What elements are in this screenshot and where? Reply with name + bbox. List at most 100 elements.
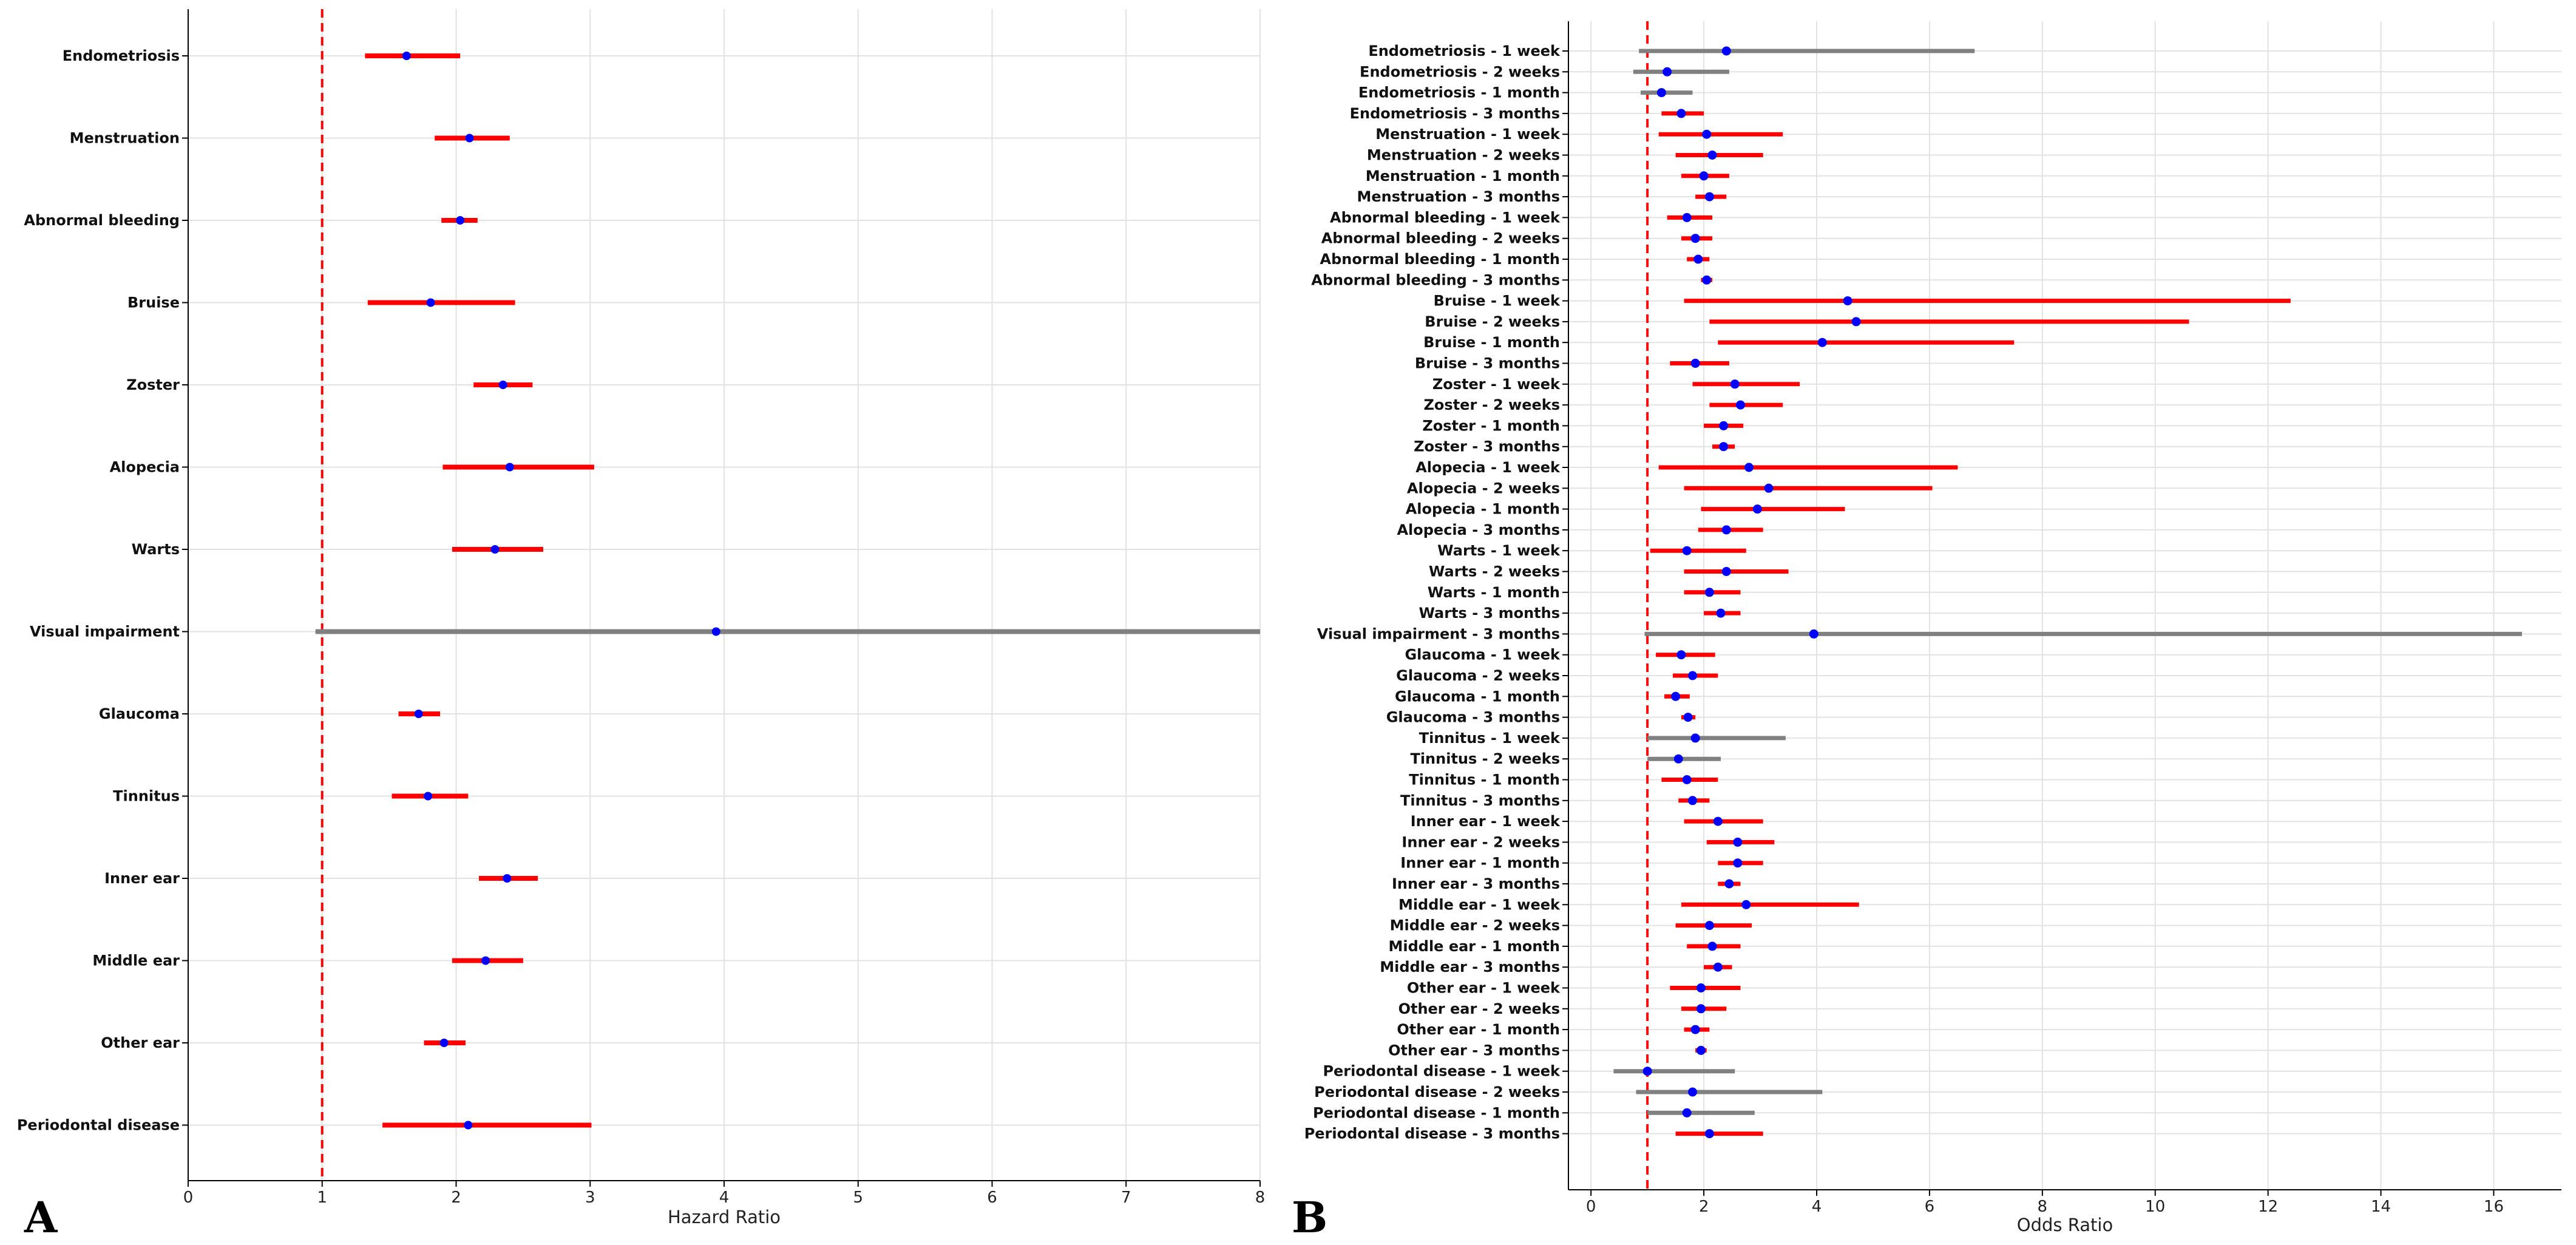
panel-a-x-ticks: 0 1 2 3 4 5 6 7 8	[183, 1181, 1265, 1207]
b-row-label-33: Tinnitus - 1 week	[1419, 730, 1561, 747]
b-row-label-5: Menstruation - 2 weeks	[1367, 147, 1560, 164]
b-estimate-point-1	[1663, 67, 1672, 76]
a-estimate-point-13	[464, 1121, 473, 1130]
b-row-label-24: Warts - 1 week	[1437, 542, 1561, 559]
b-estimate-point-17	[1736, 400, 1746, 410]
b-row-label-49: Periodontal disease - 1 week	[1323, 1063, 1561, 1080]
panel-a-letter: A	[24, 1192, 58, 1243]
panel-a-row-labels: Endometriosis Menstruation Abnormal bleedi…	[17, 47, 188, 1134]
a-row-label-2: Abnormal bleeding	[24, 212, 180, 229]
a-row-label-4: Zoster	[126, 376, 180, 393]
b-estimate-point-26	[1704, 588, 1714, 597]
b-row-label-7: Menstruation - 3 months	[1357, 188, 1560, 205]
a-row-label-3: Bruise	[127, 294, 180, 311]
a-row-label-8: Glaucoma	[99, 705, 180, 722]
a-estimate-point-2	[456, 216, 465, 225]
b-row-label-23: Alopecia - 3 months	[1397, 521, 1560, 538]
b-estimate-point-20	[1744, 463, 1754, 472]
b-estimate-point-23	[1721, 525, 1731, 535]
a-row-label-9: Tinnitus	[113, 788, 180, 805]
b-estimate-point-0	[1721, 46, 1731, 56]
b-estimate-point-45	[1696, 983, 1706, 992]
b-x-tick-label-6: 12	[2258, 1198, 2278, 1216]
b-estimate-point-37	[1713, 816, 1723, 826]
b-row-label-18: Zoster - 1 month	[1422, 417, 1560, 434]
b-row-label-0: Endometriosis - 1 week	[1368, 42, 1561, 59]
b-row-label-21: Alopecia - 2 weeks	[1407, 480, 1560, 497]
b-estimate-point-18	[1719, 421, 1729, 430]
a-row-label-13: Periodontal disease	[17, 1117, 180, 1134]
a-row-label-12: Other ear	[101, 1034, 180, 1051]
b-row-label-39: Inner ear - 1 month	[1400, 855, 1560, 872]
b-row-label-13: Bruise - 2 weeks	[1425, 313, 1560, 330]
a-estimate-point-7	[711, 627, 720, 636]
a-x-tick-label-6: 6	[987, 1189, 997, 1207]
b-estimate-point-16	[1730, 379, 1740, 389]
panel-a-data-marks	[315, 9, 1260, 1181]
b-row-label-2: Endometriosis - 1 month	[1358, 84, 1560, 101]
b-estimate-point-31	[1671, 691, 1681, 701]
a-row-label-10: Inner ear	[104, 870, 180, 887]
b-row-label-28: Visual impairment - 3 months	[1317, 625, 1560, 642]
a-estimate-point-4	[498, 381, 507, 389]
b-row-label-9: Abnormal bleeding - 2 weeks	[1321, 230, 1560, 247]
b-row-label-48: Other ear - 3 months	[1388, 1042, 1560, 1059]
a-x-tick-label-5: 5	[853, 1189, 863, 1207]
b-estimate-point-7	[1704, 192, 1714, 202]
a-x-tick-label-0: 0	[183, 1189, 194, 1207]
b-row-label-47: Other ear - 1 month	[1397, 1021, 1560, 1038]
b-row-label-16: Zoster - 1 week	[1432, 376, 1561, 393]
b-estimate-point-46	[1696, 1004, 1706, 1014]
b-row-label-22: Alopecia - 1 month	[1406, 501, 1560, 518]
b-estimate-point-30	[1688, 671, 1697, 680]
a-row-label-0: Endometriosis	[63, 47, 180, 64]
b-row-label-42: Middle ear - 2 weeks	[1390, 917, 1560, 934]
b-estimate-point-21	[1764, 483, 1774, 493]
a-estimate-point-6	[490, 545, 500, 554]
b-estimate-point-27	[1716, 608, 1726, 618]
b-row-label-35: Tinnitus - 1 month	[1409, 772, 1560, 789]
b-row-label-46: Other ear - 2 weeks	[1398, 1000, 1560, 1017]
panel-a-gridlines	[188, 9, 1261, 1181]
b-estimate-point-38	[1733, 837, 1743, 847]
b-estimate-point-10	[1693, 254, 1703, 264]
a-estimate-point-1	[465, 134, 474, 143]
b-estimate-point-2	[1656, 88, 1666, 98]
b-row-label-38: Inner ear - 2 weeks	[1402, 833, 1560, 850]
b-estimate-point-42	[1704, 921, 1714, 931]
b-row-label-45: Other ear - 1 week	[1407, 980, 1561, 997]
a-estimate-point-5	[505, 463, 514, 472]
a-estimate-point-9	[424, 792, 433, 801]
a-estimate-point-8	[414, 710, 423, 718]
b-row-label-31: Glaucoma - 1 month	[1395, 688, 1560, 705]
b-estimate-point-19	[1719, 442, 1729, 452]
b-x-tick-label-8: 16	[2484, 1198, 2504, 1216]
b-estimate-point-34	[1673, 754, 1683, 764]
b-row-label-19: Zoster - 3 months	[1414, 438, 1560, 455]
b-row-label-32: Glaucoma - 3 months	[1386, 709, 1560, 726]
b-row-label-6: Menstruation - 1 month	[1366, 168, 1560, 185]
b-row-label-20: Alopecia - 1 week	[1415, 459, 1561, 476]
b-x-tick-label-7: 14	[2371, 1198, 2391, 1216]
a-row-label-7: Visual impairment	[30, 623, 180, 640]
b-x-tick-label-4: 8	[2038, 1198, 2048, 1216]
panel-b-x-ticks: 0 2 4 6 8 10 12 14 16	[1586, 1190, 2504, 1216]
panel-a-hazard-ratio-forest-plot: Endometriosis Menstruation Abnormal bleedi…	[17, 9, 1265, 1243]
a-x-tick-label-1: 1	[317, 1189, 327, 1207]
b-row-label-27: Warts - 3 months	[1418, 605, 1560, 622]
b-row-label-4: Menstruation - 1 week	[1375, 126, 1561, 143]
b-row-label-34: Tinnitus - 2 weeks	[1410, 750, 1560, 767]
b-estimate-point-41	[1741, 900, 1751, 909]
b-estimate-point-36	[1688, 796, 1697, 806]
b-estimate-point-44	[1713, 962, 1723, 972]
a-row-label-1: Menstruation	[70, 130, 180, 147]
b-row-label-17: Zoster - 2 weeks	[1424, 396, 1560, 413]
panel-b-axes-frame	[1568, 21, 2561, 1190]
panel-b-odds-ratio-forest-plot: Endometriosis - 1 week Endometriosis - 2 …	[1292, 21, 2561, 1243]
a-estimate-point-0	[402, 52, 411, 60]
panel-b-letter: B	[1292, 1192, 1327, 1243]
b-estimate-point-35	[1682, 775, 1692, 784]
b-row-label-44: Middle ear - 3 months	[1380, 958, 1560, 975]
a-row-label-5: Alopecia	[110, 459, 180, 476]
